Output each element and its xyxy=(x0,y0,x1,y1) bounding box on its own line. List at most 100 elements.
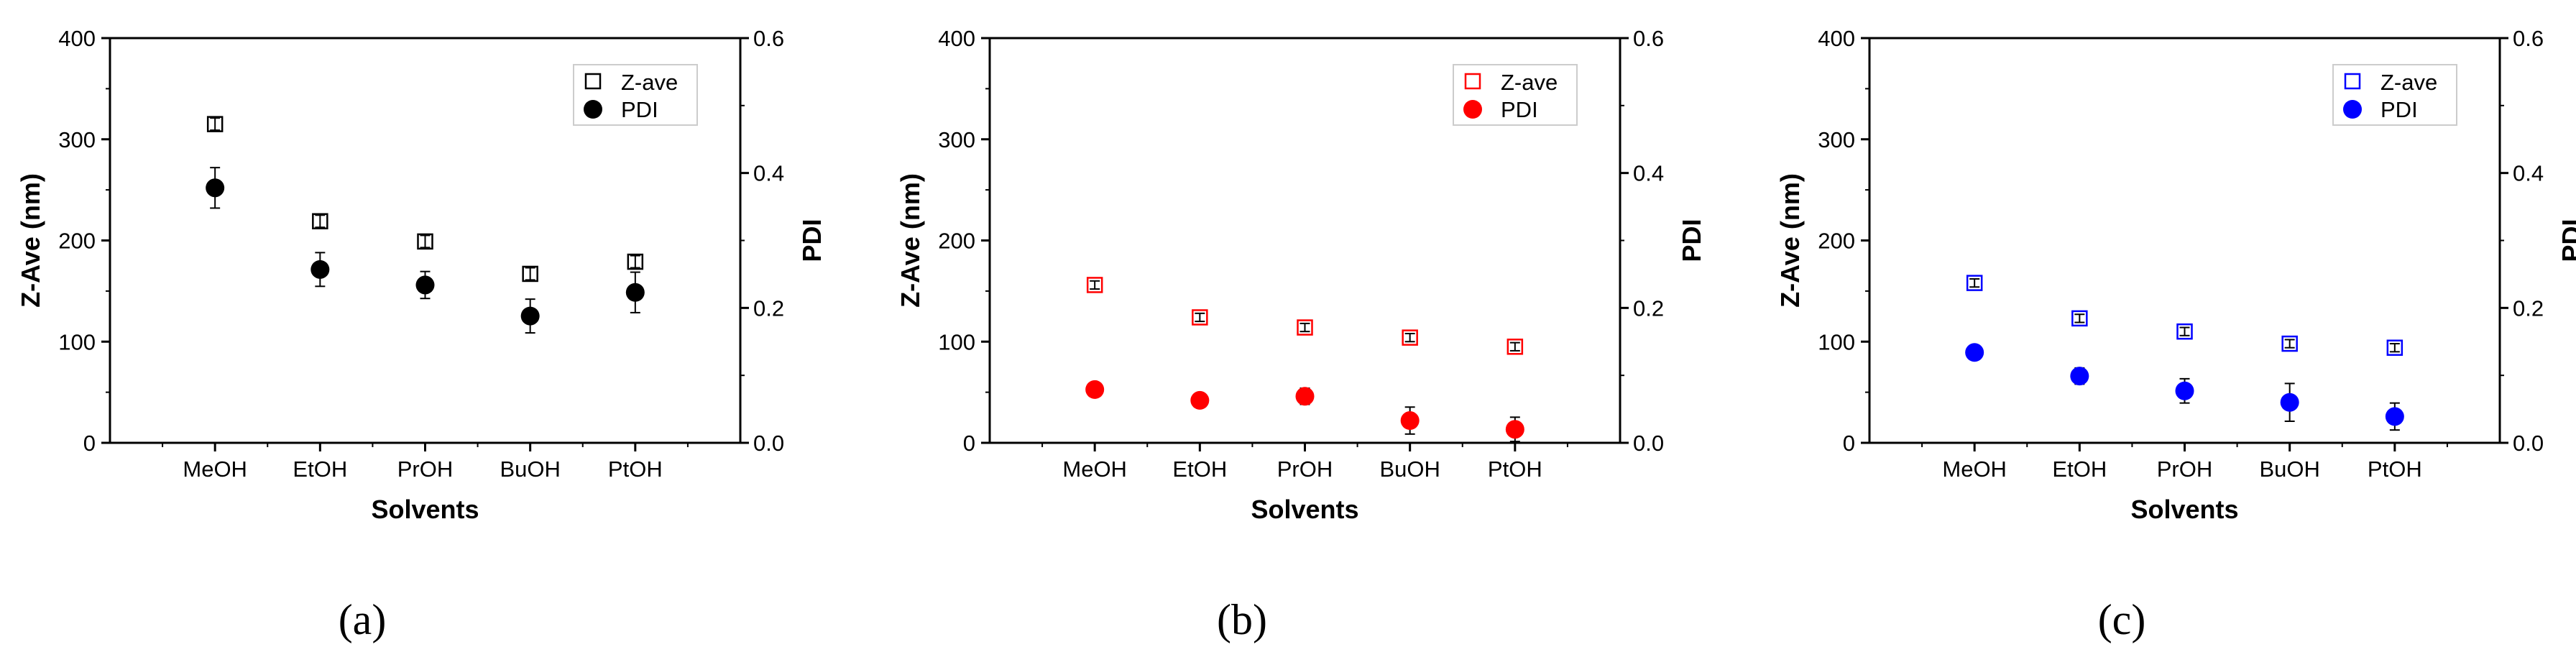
y2-axis-title: PDI xyxy=(1677,219,1706,262)
y-tick-label: 0 xyxy=(1843,431,1855,456)
z-ave-point xyxy=(1402,329,1418,346)
x-tick-label: MeOH xyxy=(183,456,247,482)
series-pdi xyxy=(1965,343,2404,431)
pdi-point xyxy=(520,306,540,326)
series-z-ave xyxy=(1086,277,1524,355)
y2-tick-label: 0.0 xyxy=(1633,431,1664,456)
y2-tick-label: 0.4 xyxy=(2513,161,2544,186)
x-tick-label: PtOH xyxy=(2368,456,2422,482)
y2-axis-title: PDI xyxy=(797,219,827,262)
panel-label: (b) xyxy=(1217,596,1267,643)
legend-marker-pdi xyxy=(2343,100,2362,119)
x-axis-title: Solvents xyxy=(371,495,479,524)
y2-tick-label: 0.6 xyxy=(1633,26,1664,51)
pdi-point xyxy=(310,260,330,279)
legend-label-pdi: PDI xyxy=(621,97,658,122)
y2-tick-label: 0.2 xyxy=(2513,295,2544,321)
legend-marker-pdi xyxy=(584,100,602,119)
z-ave-point xyxy=(1506,339,1524,355)
z-ave-point xyxy=(2071,310,2088,327)
series-pdi xyxy=(1085,380,1524,443)
y-tick-label: 100 xyxy=(938,329,975,354)
x-tick-label: BuOH xyxy=(500,456,560,482)
y-axis-title: Z-Ave (nm) xyxy=(896,173,925,308)
y-tick-label: 300 xyxy=(1818,127,1855,152)
z-ave-point xyxy=(2176,323,2193,340)
x-tick-label: MeOH xyxy=(1942,456,2007,482)
y-tick-label: 400 xyxy=(58,26,96,51)
pdi-point xyxy=(1505,420,1524,439)
x-tick-label: PtOH xyxy=(608,456,663,482)
y2-tick-label: 0.4 xyxy=(753,161,784,186)
y-tick-label: 300 xyxy=(58,127,96,152)
pdi-point xyxy=(2385,407,2404,426)
pdi-point xyxy=(2070,367,2089,386)
z-ave-point xyxy=(1192,309,1208,326)
y2-tick-label: 0.0 xyxy=(2513,431,2544,456)
chart-panel-c: 0 100 200 300 400 0.0 0.2 0.4 0.6 MeOH EtOH PrOH BuO… xyxy=(1775,26,2576,643)
legend-marker-z-ave xyxy=(1464,73,1481,90)
x-tick-label: PrOH xyxy=(1277,456,1333,482)
x-tick-label: PrOH xyxy=(397,456,454,482)
legend-label-z-ave: Z-ave xyxy=(1501,70,1558,95)
legend-label-z-ave: Z-ave xyxy=(2380,70,2437,95)
legend-marker-z-ave xyxy=(584,73,602,90)
chart-panel-b: 0 100 200 300 400 0.0 0.2 0.4 0.6 MeOH EtOH PrOH BuO… xyxy=(896,26,1706,643)
x-tick-label: EtOH xyxy=(2052,456,2107,482)
pdi-point xyxy=(625,283,645,302)
y-tick-label: 300 xyxy=(938,127,975,152)
y-tick-label: 100 xyxy=(58,329,96,354)
pdi-point xyxy=(1295,387,1315,406)
x-axis-title: Solvents xyxy=(1251,495,1358,524)
pdi-point xyxy=(1400,411,1420,431)
y-axis-title: Z-Ave (nm) xyxy=(1775,173,1805,308)
z-ave-point xyxy=(627,253,644,270)
panel-label: (a) xyxy=(339,596,387,643)
y-tick-label: 0 xyxy=(83,431,96,456)
pdi-point xyxy=(206,178,225,198)
pdi-point xyxy=(1085,380,1105,399)
panel-label: (c) xyxy=(2098,596,2146,643)
z-ave-point xyxy=(206,116,224,132)
x-tick-label: BuOH xyxy=(2259,456,2319,482)
y-tick-label: 0 xyxy=(963,431,975,456)
series-pdi xyxy=(206,167,645,334)
z-ave-point xyxy=(1086,277,1103,293)
z-ave-point xyxy=(312,213,328,230)
pdi-point xyxy=(415,275,435,295)
y2-tick-label: 0.6 xyxy=(2513,26,2544,51)
y-tick-label: 400 xyxy=(938,26,975,51)
y2-tick-label: 0.0 xyxy=(753,431,784,456)
z-ave-point xyxy=(2281,335,2298,352)
chart-panel-a: 0 100 200 300 400 0.0 0.2 0.4 0.6 MeOH EtOH PrOH BuO… xyxy=(16,26,827,643)
series-z-ave xyxy=(206,116,644,283)
y-tick-label: 400 xyxy=(1818,26,1855,51)
z-ave-point xyxy=(417,233,433,250)
x-tick-label: EtOH xyxy=(293,456,347,482)
x-tick-label: PtOH xyxy=(1488,456,1542,482)
legend-label-pdi: PDI xyxy=(1501,97,1538,122)
x-tick-label: BuOH xyxy=(1379,456,1440,482)
pdi-point xyxy=(1190,390,1210,410)
legend-marker-z-ave xyxy=(2344,73,2361,90)
z-ave-point xyxy=(2386,339,2404,356)
y-tick-label: 100 xyxy=(1818,329,1855,354)
y2-tick-label: 0.2 xyxy=(1633,295,1664,321)
pdi-point xyxy=(2175,381,2194,400)
pdi-point xyxy=(2280,393,2299,412)
z-ave-point xyxy=(522,265,538,283)
y2-tick-label: 0.2 xyxy=(753,295,784,321)
x-tick-label: MeOH xyxy=(1062,456,1127,482)
legend-label-pdi: PDI xyxy=(2380,97,2418,122)
y2-tick-label: 0.6 xyxy=(753,26,784,51)
y-axis-title: Z-Ave (nm) xyxy=(16,173,45,308)
z-ave-point xyxy=(1297,319,1313,336)
y2-tick-label: 0.4 xyxy=(1633,161,1664,186)
y-tick-label: 200 xyxy=(58,229,96,254)
y-tick-label: 200 xyxy=(1818,229,1855,254)
series-z-ave xyxy=(1966,275,2404,356)
